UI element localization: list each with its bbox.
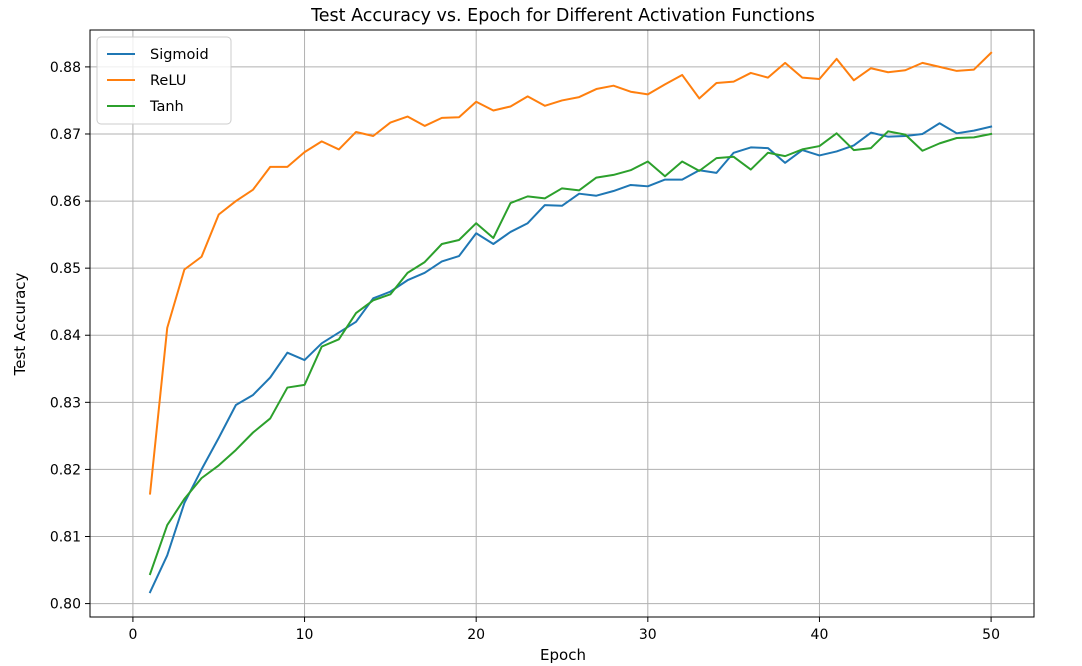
y-tick-label: 0.86 bbox=[50, 194, 81, 210]
chart-title: Test Accuracy vs. Epoch for Different Ac… bbox=[310, 6, 815, 26]
y-tick-label: 0.84 bbox=[50, 328, 81, 344]
grid-lines bbox=[90, 30, 1034, 617]
series-line-sigmoid bbox=[148, 122, 993, 594]
series-line-relu bbox=[148, 51, 993, 495]
x-tick-label: 0 bbox=[128, 627, 137, 643]
y-tick-label: 0.87 bbox=[50, 127, 81, 143]
x-tick-label: 40 bbox=[811, 627, 829, 643]
y-tick-label: 0.82 bbox=[50, 462, 81, 478]
axis-ticks: 0 10 20 30 40 50 0.80 0.81 0.82 0.83 0.84 0.85 0.86 0… bbox=[50, 60, 1000, 643]
legend: Sigmoid ReLU Tanh bbox=[96, 36, 232, 125]
y-axis-label: Test Accuracy bbox=[11, 272, 29, 376]
x-tick-label: 10 bbox=[296, 627, 314, 643]
x-tick-label: 30 bbox=[639, 627, 657, 643]
x-tick-label: 50 bbox=[982, 627, 1000, 643]
series-lines bbox=[148, 51, 993, 594]
y-tick-label: 0.80 bbox=[50, 597, 81, 613]
y-tick-label: 0.83 bbox=[50, 395, 81, 411]
legend-label-relu: ReLU bbox=[150, 73, 186, 89]
y-tick-label: 0.88 bbox=[50, 60, 81, 76]
y-tick-label: 0.81 bbox=[50, 529, 81, 545]
legend-label-sigmoid: Sigmoid bbox=[150, 47, 209, 63]
plot-frame bbox=[89, 29, 1035, 618]
x-axis-label: Epoch bbox=[540, 646, 586, 664]
legend-box bbox=[96, 36, 232, 125]
series-line-tanh bbox=[148, 130, 993, 576]
x-tick-label: 20 bbox=[467, 627, 485, 643]
y-tick-label: 0.85 bbox=[50, 261, 81, 277]
legend-label-tanh: Tanh bbox=[149, 99, 184, 115]
